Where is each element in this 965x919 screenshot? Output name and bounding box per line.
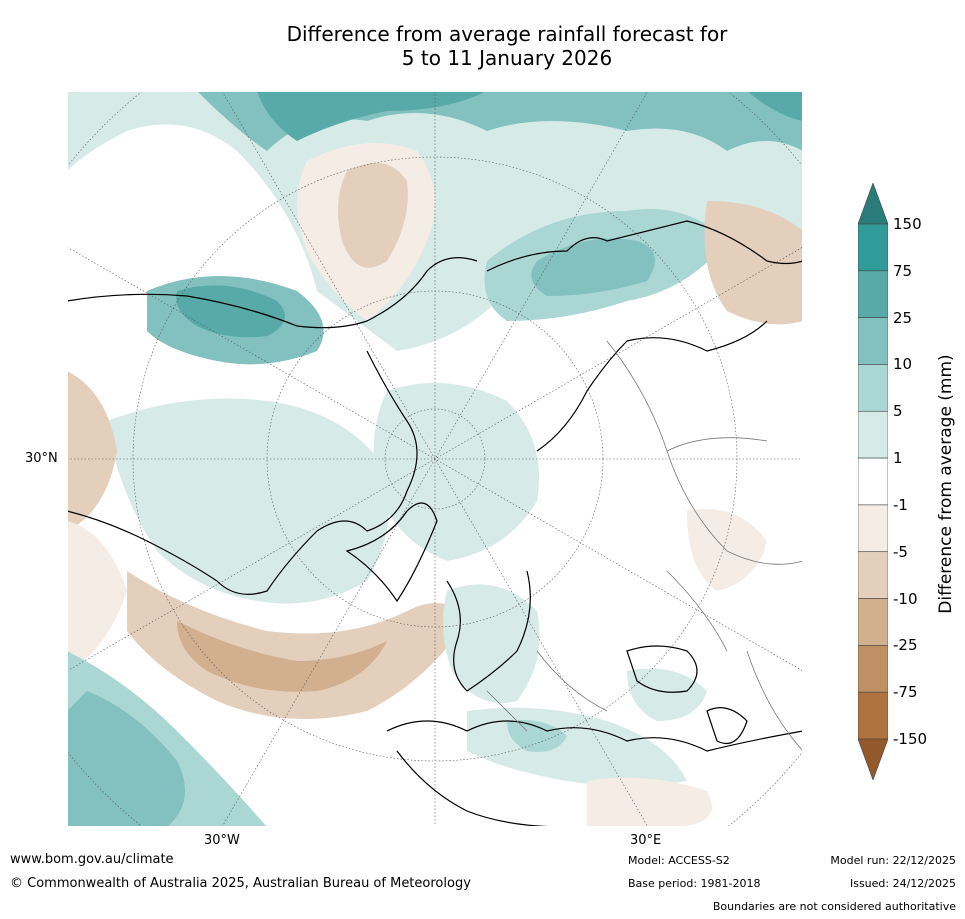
boundary-line: [606, 340, 803, 565]
rainfall-anomaly-map[interactable]: [67, 91, 803, 827]
anomaly-zone-west-dry-2: [67, 521, 127, 671]
coastline-mediterranean: [386, 720, 803, 752]
colorbar-bin: [858, 504, 888, 553]
coastline-canada: [216, 350, 418, 595]
anomaly-zone-bering: [257, 91, 487, 141]
anomaly-zone-nw-pacific-dry: [704, 201, 803, 325]
anomaly-zone-italy: [507, 720, 567, 752]
boundary-line: [666, 437, 768, 452]
anomaly-zone-arctic: [373, 383, 539, 561]
boundary-line: [666, 570, 728, 652]
colorbar-extend-min: [858, 738, 888, 780]
colorbar-bin: [858, 223, 888, 272]
coastline-greenland: [345, 502, 438, 603]
title-line-2: 5 to 11 January 2026: [401, 46, 613, 70]
anomaly-zone-middle-east-dry: [587, 777, 712, 827]
coastline-caspian-sea: [706, 707, 748, 745]
colorbar-bin: [858, 410, 888, 459]
anomaly-zone-black-sea: [627, 668, 707, 721]
lon-label-30e: 30°E: [630, 833, 662, 848]
coastline-scandinavia: [446, 570, 531, 692]
coastline-siberia: [486, 220, 803, 272]
colorbar-bin: [858, 551, 888, 599]
colorbar-tick-label: -75: [893, 683, 918, 702]
colorbar-title: Difference from average (mm): [936, 354, 956, 614]
colorbar-tick-label: 75: [893, 261, 913, 280]
colorbar-bin: [858, 645, 888, 693]
title-line-1: Difference from average rainfall forecas…: [286, 22, 728, 46]
colorbar-tick-label: -150: [893, 730, 928, 748]
country-boundaries: [486, 340, 803, 752]
anomaly-zone-atlantic-dry: [127, 571, 467, 719]
colorbar-bin: [858, 317, 888, 365]
footer-issued: Issued: 24/12/2025: [849, 877, 956, 890]
footer-base-period: Base period: 1981-2018: [628, 877, 761, 890]
colorbar-bin: [858, 364, 888, 412]
colorbar-tick-label: 1: [893, 449, 903, 468]
boundary-line: [486, 690, 528, 732]
colorbar: [858, 183, 888, 780]
boundary-line: [746, 650, 803, 752]
colorbar-bin: [858, 270, 888, 318]
colorbar-extend-max: [858, 183, 888, 225]
colorbar-bin: [858, 598, 888, 646]
boundary-line: [536, 650, 608, 712]
colorbar-tick-label: -5: [893, 542, 908, 561]
footer-model-run: Model run: 22/12/2025: [830, 854, 956, 867]
colorbar-tick-label: 150: [893, 215, 922, 233]
anomaly-zone-japan-moist: [531, 238, 655, 296]
anomaly-zone-central-pacific-dry-core: [338, 163, 408, 268]
coastlines: [67, 220, 803, 827]
anomaly-zone-atlantic-dry-core: [177, 621, 387, 692]
footer-copyright: © Commonwealth of Australia 2025, Austra…: [10, 876, 471, 891]
anomaly-zone-chukchi: [747, 91, 803, 121]
map-title: Difference from average rainfall forecas…: [217, 22, 797, 70]
colorbar-tick-label: -10: [893, 589, 918, 608]
coastline-north-america-east: [67, 510, 218, 582]
anomaly-zone-south-atlantic-core: [67, 691, 185, 827]
colorbar-bin: [858, 457, 888, 506]
anomaly-zone-scandinavia: [443, 584, 540, 703]
colorbar-bin: [858, 691, 888, 740]
colorbar-tick-label: -1: [893, 495, 908, 514]
lon-label-30w: 30°W: [204, 833, 240, 848]
footer-url[interactable]: www.bom.gov.au/climate: [10, 852, 174, 867]
coastline-north-africa: [396, 750, 568, 827]
coastline-alaska: [67, 257, 478, 329]
anomaly-zone-west-dry: [67, 371, 117, 531]
map-border: [67, 91, 803, 827]
coastline-black-sea: [626, 645, 698, 693]
map-canvas: [67, 91, 803, 827]
coastline-arctic-siberia: [536, 320, 768, 452]
colorbar-tick-label: 5: [893, 402, 903, 421]
colorbar-tick-label: 10: [893, 355, 913, 374]
anomaly-zone-north-america: [107, 398, 390, 604]
footer-model: Model: ACCESS-S2: [628, 854, 730, 867]
colorbar-tick-label: 25: [893, 308, 913, 327]
meridian-line: [67, 246, 803, 672]
anomaly-zone-central-asia-dry: [687, 509, 767, 591]
lat-label-30n: 30°N: [25, 451, 58, 466]
graticule: [67, 91, 803, 827]
footer-disclaimer: Boundaries are not considered authoritat…: [712, 900, 956, 913]
colorbar-tick-label: -25: [893, 636, 918, 655]
